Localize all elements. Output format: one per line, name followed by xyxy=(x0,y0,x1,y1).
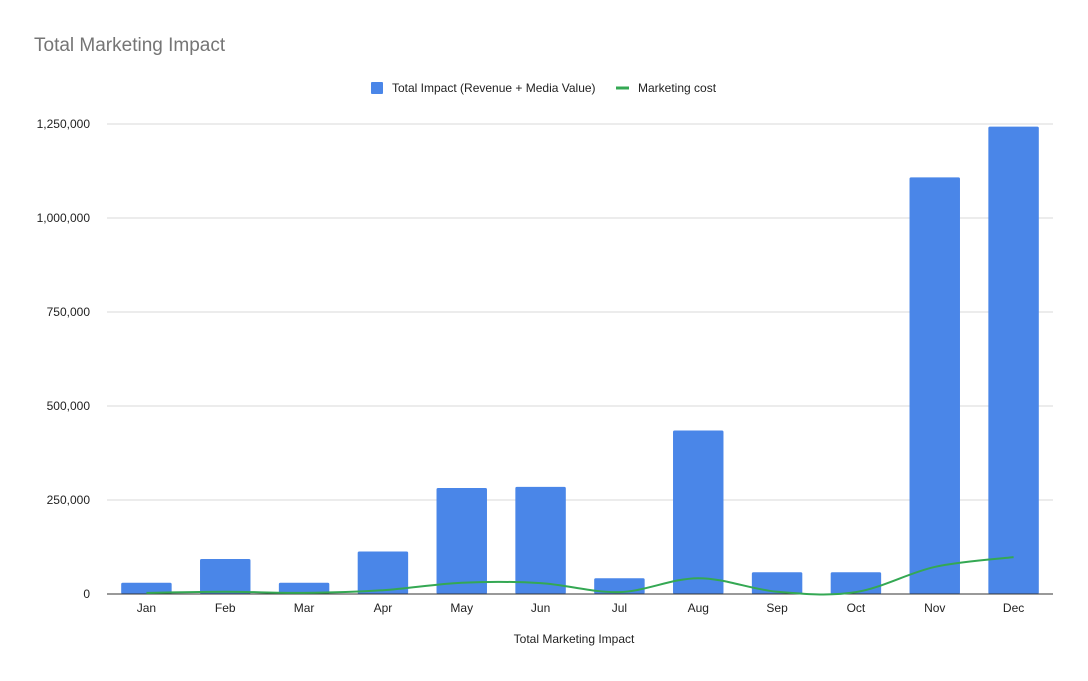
x-tick-label: Mar xyxy=(294,601,315,615)
x-tick-label: Feb xyxy=(215,601,236,615)
legend: Total Impact (Revenue + Media Value) Mark… xyxy=(371,81,717,95)
x-tick-label: Jun xyxy=(531,601,550,615)
legend-label-marketing-cost: Marketing cost xyxy=(638,81,717,95)
bar-jun xyxy=(515,486,566,594)
x-tick-label: Nov xyxy=(924,601,945,615)
x-tick-label: Oct xyxy=(847,601,866,615)
y-tick-label: 1,250,000 xyxy=(37,117,91,131)
bar-feb xyxy=(200,559,251,594)
x-tick-label: May xyxy=(450,601,473,615)
legend-label-total-impact: Total Impact (Revenue + Media Value) xyxy=(392,81,596,95)
bar-sep xyxy=(751,572,803,594)
bar-apr xyxy=(357,551,409,594)
y-tick-label: 1,000,000 xyxy=(37,211,91,225)
line-marketing-cost xyxy=(146,556,1014,596)
x-tick-label: Dec xyxy=(1003,601,1024,615)
y-tick-label: 750,000 xyxy=(47,305,91,319)
x-tick-label: Aug xyxy=(688,601,709,615)
y-tick-label: 0 xyxy=(83,587,90,601)
x-tick-label: Jul xyxy=(612,601,627,615)
x-tick-label: Jan xyxy=(137,601,156,615)
bar-oct xyxy=(830,572,882,594)
chart-title: Total Marketing Impact xyxy=(34,35,226,56)
x-axis-title: Total Marketing Impact xyxy=(514,632,635,646)
bar-jan xyxy=(121,582,172,594)
bar-aug xyxy=(673,430,724,594)
bar-may xyxy=(436,487,487,594)
bar-nov xyxy=(909,177,960,594)
legend-swatch-total-impact xyxy=(371,82,383,94)
x-tick-label: Sep xyxy=(766,601,788,615)
y-tick-label: 500,000 xyxy=(47,399,91,413)
y-tick-label: 250,000 xyxy=(47,493,91,507)
x-tick-label: Apr xyxy=(374,601,393,615)
bar-dec xyxy=(988,126,1039,594)
bar-mar xyxy=(278,582,330,594)
